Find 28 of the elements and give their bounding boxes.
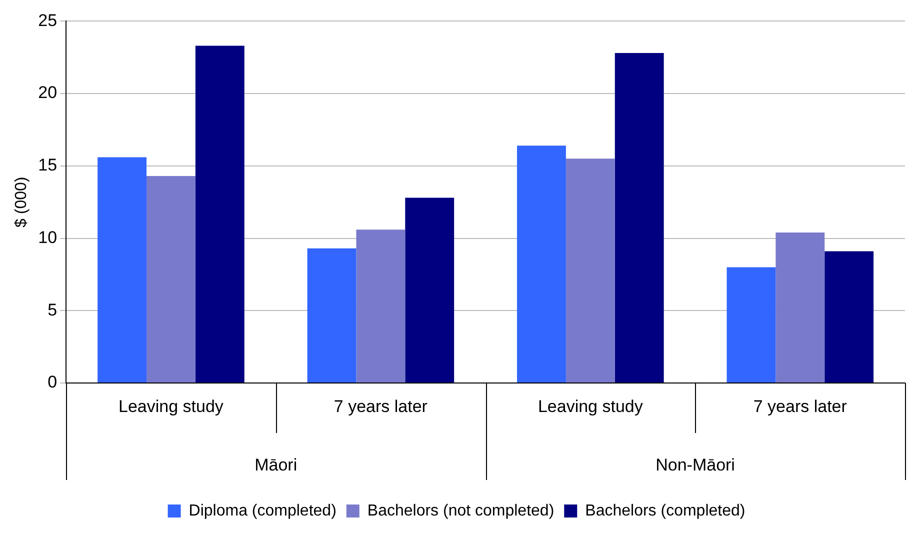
legend-label: Diploma (completed) [188,502,336,520]
y-tick-label: 15 [38,156,58,175]
legend-label: Bachelors (not completed) [367,502,554,520]
text: Māori [254,456,298,475]
x-tick-label: 7 years later [753,396,848,416]
y-tick-label: 5 [48,300,58,320]
bar [517,146,566,382]
bar [726,267,776,382]
bar [776,232,825,382]
bar [614,53,664,382]
bar [146,176,196,382]
y-axis-title: $ (000) [13,176,30,228]
y-tick-label: 20 [38,83,58,102]
x-tick-label: Leaving study [118,396,224,416]
bar [356,230,406,382]
x-tick-label: Leaving study [538,396,644,416]
legend-label: Bachelors (completed) [585,502,746,520]
bar [307,248,356,382]
bar [824,251,874,382]
bar [405,198,454,382]
y-tick-label: 0 [48,372,58,392]
bar [566,158,615,382]
y-tick-label: 10 [38,228,58,247]
x-tick-label: 7 years later [334,396,428,416]
text: Non-Māori [656,456,735,475]
y-tick-label: 25 [38,10,58,30]
bar [195,46,244,382]
bar [98,157,147,382]
